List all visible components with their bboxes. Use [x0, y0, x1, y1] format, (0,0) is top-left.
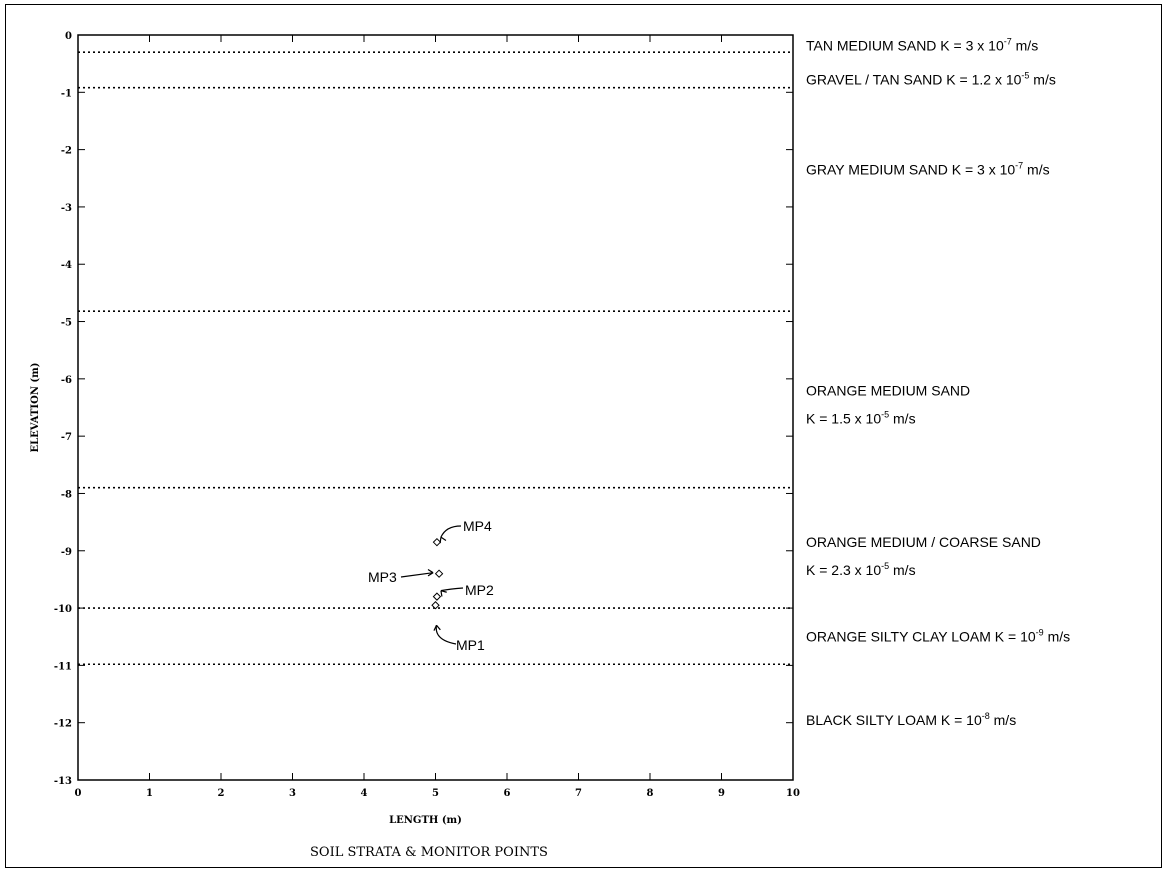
- monitor-point-arrowhead-mp2: [440, 590, 447, 597]
- layer-label-0: TAN MEDIUM SAND K = 3 x 10-7 m/s: [806, 36, 1038, 53]
- layer-label-5: ORANGE SILTY CLAY LOAM K = 10-9 m/s: [806, 628, 1070, 645]
- chart-title: SOIL STRATA & MONITOR POINTS: [310, 845, 548, 860]
- y-tick-label-8: -8: [61, 489, 72, 500]
- layer-label-3-k: K = 1.5 x 10-5 m/s: [806, 409, 916, 426]
- layer-label-2-part-1: -7: [1015, 161, 1023, 171]
- layer-label-4-k-part-1: -5: [881, 561, 889, 571]
- y-tick-label-1: -1: [61, 88, 72, 99]
- y-tick-label-11: -11: [54, 661, 72, 672]
- layer-label-3-k-part-0: K = 1.5 x 10: [806, 410, 881, 426]
- monitor-point-leader-mp1: [435, 625, 457, 645]
- y-tick-label-7: -7: [61, 432, 72, 443]
- y-tick-label-4: -4: [61, 260, 72, 271]
- x-tick-label-6: 6: [504, 788, 511, 799]
- layer-label-4-k-part-2: m/s: [889, 562, 915, 578]
- layer-label-4-part-0: ORANGE MEDIUM / COARSE SAND: [806, 534, 1041, 550]
- layer-label-1-part-1: -5: [1021, 71, 1029, 81]
- layer-label-2-part-2: m/s: [1023, 162, 1049, 178]
- x-tick-label-10: 10: [786, 788, 800, 799]
- monitor-point-marker-mp4: [432, 537, 442, 547]
- monitor-point-arrowhead-mp3: [427, 568, 434, 577]
- layer-label-1: GRAVEL / TAN SAND K = 1.2 x 10-5 m/s: [806, 71, 1056, 88]
- layer-label-3-k-part-1: -5: [881, 409, 889, 419]
- monitor-point-label-mp3: MP3: [368, 569, 397, 585]
- layer-label-1-part-0: GRAVEL / TAN SAND K = 1.2 x 10: [806, 72, 1022, 88]
- y-tick-label-13: -13: [54, 776, 72, 787]
- y-tick-label-2: -2: [61, 146, 72, 157]
- layer-label-0-part-1: -7: [1004, 36, 1012, 46]
- layer-label-6: BLACK SILTY LOAM K = 10-8 m/s: [806, 711, 1016, 728]
- layer-label-3-k-part-2: m/s: [889, 410, 915, 426]
- x-axis-label: LENGTH (m): [389, 815, 462, 826]
- layer-label-4-k: K = 2.3 x 10-5 m/s: [806, 561, 916, 578]
- x-tick-label-1: 1: [146, 788, 153, 799]
- layer-label-2: GRAY MEDIUM SAND K = 3 x 10-7 m/s: [806, 161, 1050, 178]
- monitor-point-label-mp4: MP4: [463, 518, 492, 534]
- layer-label-5-part-2: m/s: [1044, 629, 1070, 645]
- layer-label-6-part-2: m/s: [990, 712, 1016, 728]
- y-tick-label-10: -10: [54, 604, 72, 615]
- layer-label-5-part-0: ORANGE SILTY CLAY LOAM K = 10: [806, 629, 1036, 645]
- layer-label-3-part-0: ORANGE MEDIUM SAND: [806, 382, 970, 398]
- x-tick-label-9: 9: [718, 788, 725, 799]
- layer-label-0-part-2: m/s: [1012, 37, 1038, 53]
- layer-label-2-part-0: GRAY MEDIUM SAND K = 3 x 10: [806, 162, 1015, 178]
- y-tick-label-9: -9: [61, 547, 72, 558]
- layer-label-6-part-1: -8: [982, 711, 990, 721]
- x-tick-label-3: 3: [289, 788, 296, 799]
- layer-label-4-k-part-0: K = 2.3 x 10: [806, 562, 881, 578]
- x-tick-label-5: 5: [432, 788, 439, 799]
- layer-label-0-part-0: TAN MEDIUM SAND K = 3 x 10: [806, 37, 1004, 53]
- layer-label-6-part-0: BLACK SILTY LOAM K = 10: [806, 712, 982, 728]
- monitor-point-leader-mp3: [400, 572, 434, 578]
- layer-label-4: ORANGE MEDIUM / COARSE SAND: [806, 534, 1041, 550]
- monitor-point-leader-mp4: [440, 525, 462, 538]
- monitor-point-arrowhead-mp4: [439, 536, 447, 544]
- monitor-point-marker-mp1: [431, 601, 440, 610]
- monitor-point-arrowhead-mp1: [433, 624, 441, 631]
- monitor-point-label-mp2: MP2: [465, 582, 494, 598]
- layer-label-5-part-1: -9: [1036, 628, 1044, 638]
- monitor-point-marker-mp2: [432, 592, 442, 601]
- monitor-point-label-mp1: MP1: [456, 637, 485, 653]
- x-tick-label-8: 8: [647, 788, 654, 799]
- plot-area-border: [77, 34, 794, 781]
- y-tick-label-6: -6: [61, 375, 72, 386]
- x-tick-label-7: 7: [575, 788, 582, 799]
- y-axis-label: ELEVATION (m): [30, 363, 41, 453]
- y-tick-label-12: -12: [54, 719, 72, 730]
- monitor-point-marker-mp3: [434, 569, 444, 578]
- y-tick-label-3: -3: [61, 203, 72, 214]
- y-tick-label-0: 0: [65, 31, 72, 42]
- monitor-point-leader-mp2: [440, 587, 464, 592]
- layer-label-1-part-2: m/s: [1029, 72, 1055, 88]
- x-tick-label-2: 2: [218, 788, 225, 799]
- layer-label-3: ORANGE MEDIUM SAND: [806, 382, 970, 398]
- x-tick-label-4: 4: [361, 788, 368, 799]
- figure-frame: [5, 4, 1162, 868]
- y-tick-label-5: -5: [61, 318, 72, 329]
- x-tick-label-0: 0: [75, 788, 82, 799]
